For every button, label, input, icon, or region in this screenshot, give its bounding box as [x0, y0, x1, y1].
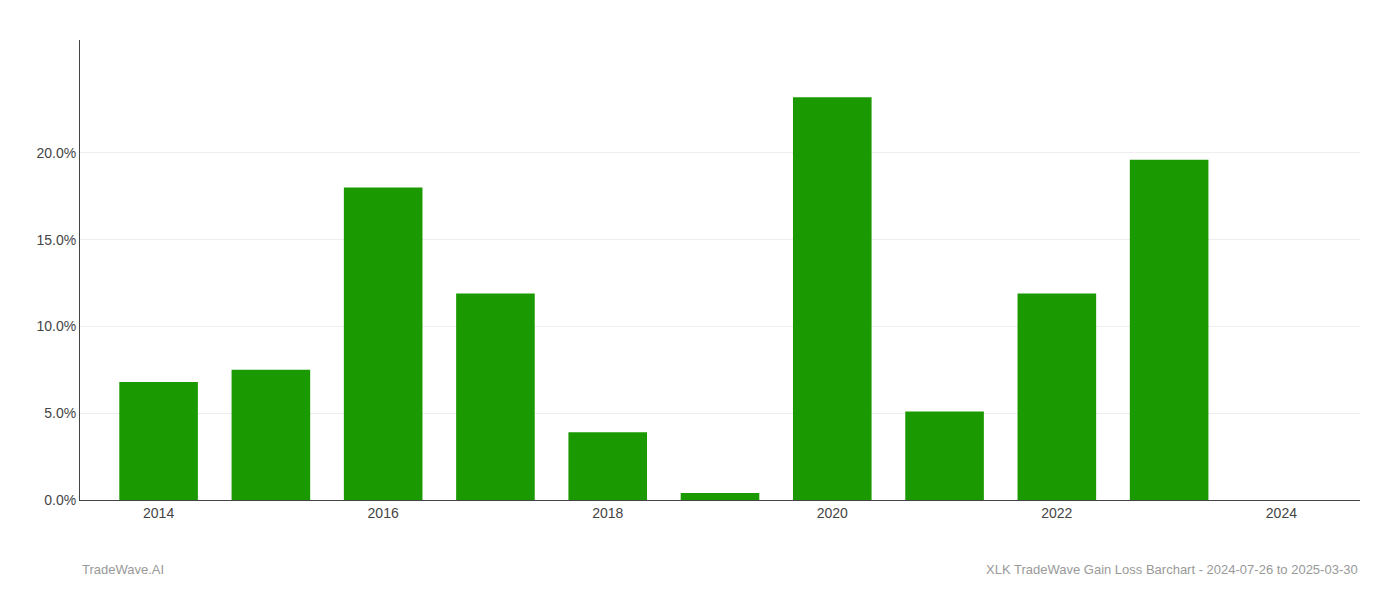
svg-text:10.0%: 10.0% — [36, 318, 76, 334]
svg-text:2020: 2020 — [817, 505, 848, 521]
svg-text:2024: 2024 — [1266, 505, 1297, 521]
svg-text:0.0%: 0.0% — [44, 492, 76, 508]
svg-text:2016: 2016 — [368, 505, 399, 521]
svg-text:XLK TradeWave Gain Loss Barcha: XLK TradeWave Gain Loss Barchart - 2024-… — [986, 562, 1358, 577]
svg-text:5.0%: 5.0% — [44, 405, 76, 421]
svg-text:2022: 2022 — [1041, 505, 1072, 521]
svg-text:20.0%: 20.0% — [36, 145, 76, 161]
svg-text:2018: 2018 — [592, 505, 623, 521]
svg-text:15.0%: 15.0% — [36, 232, 76, 248]
svg-text:TradeWave.AI: TradeWave.AI — [82, 562, 164, 577]
svg-text:2014: 2014 — [143, 505, 174, 521]
